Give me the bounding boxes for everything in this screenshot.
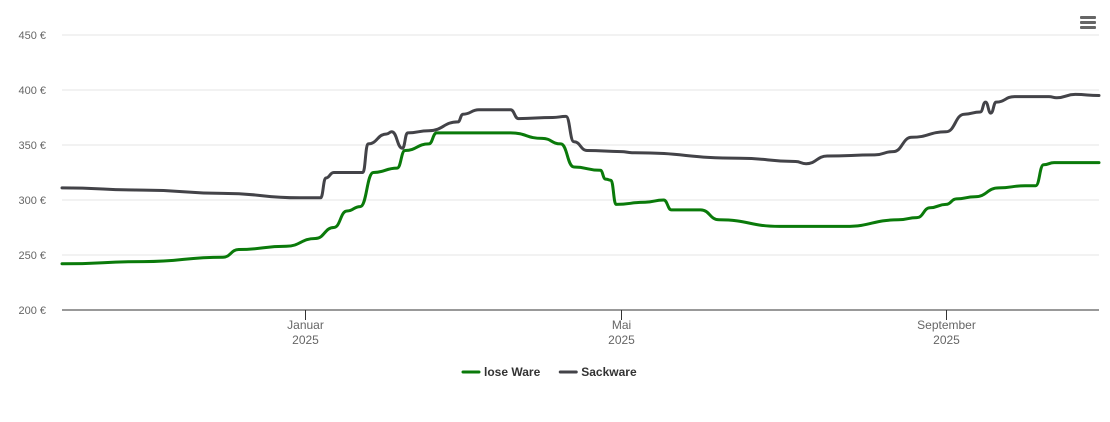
y-tick-label: 350 € xyxy=(18,140,46,152)
y-tick-label: 300 € xyxy=(18,195,46,207)
legend-label-lose-ware: lose Ware xyxy=(484,365,541,379)
x-tick-label: Mai xyxy=(612,318,631,332)
chart-menu-button[interactable] xyxy=(1076,10,1100,34)
y-tick-label: 200 € xyxy=(18,305,46,317)
x-tick-label: September xyxy=(917,318,976,332)
x-tick-year: 2025 xyxy=(292,333,319,347)
y-axis: 200 € 250 € 300 € 350 € 400 € 450 € xyxy=(18,30,46,317)
legend: lose Ware Sackware xyxy=(461,365,637,379)
x-tick-label: Januar xyxy=(287,318,324,332)
y-tick-label: 250 € xyxy=(18,250,46,262)
x-tick-year: 2025 xyxy=(608,333,635,347)
x-tick-year: 2025 xyxy=(933,333,960,347)
y-tick-label: 400 € xyxy=(18,85,46,97)
legend-label-sackware: Sackware xyxy=(581,365,637,379)
series-line-lose-ware xyxy=(60,131,1101,266)
series-line-sackware xyxy=(60,92,1101,200)
y-tick-label: 450 € xyxy=(18,30,46,42)
series-lines xyxy=(60,92,1101,266)
